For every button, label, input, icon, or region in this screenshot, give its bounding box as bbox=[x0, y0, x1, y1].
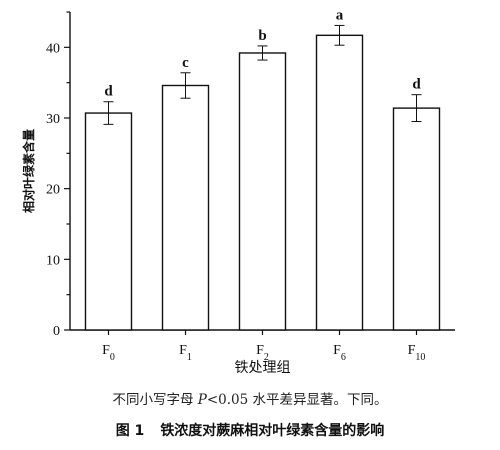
x-tick-label: F10 bbox=[408, 343, 426, 363]
x-axis-title: 铁处理组 bbox=[235, 360, 291, 376]
significance-label: d bbox=[104, 84, 113, 100]
y-tick-label: 20 bbox=[46, 183, 60, 198]
bar bbox=[238, 52, 287, 331]
significance-label: b bbox=[258, 28, 266, 44]
bar bbox=[315, 34, 364, 331]
significance-label: c bbox=[182, 55, 189, 71]
y-axis-title: 相对叶绿素含量 bbox=[21, 129, 36, 213]
figure-title: 铁浓度对蕨麻相对叶绿素含量的影响 bbox=[160, 423, 385, 439]
y-axis: 0 10 20 30 40 bbox=[46, 11, 71, 339]
figure-note: 不同小写字母 P<0.05 水平差异显著。下同。 bbox=[0, 388, 500, 408]
labels: d c b a d bbox=[104, 7, 421, 99]
bar bbox=[84, 112, 133, 331]
bar-chart: 0 10 20 30 40 F0 F1 F2 F6 F10 d c b a d 相对叶绿素含量 铁处理组 bbox=[21, 7, 455, 376]
significance-label: a bbox=[336, 7, 344, 23]
y-tick-label: 0 bbox=[53, 324, 60, 339]
bar bbox=[392, 107, 441, 331]
bars bbox=[84, 24, 441, 331]
note-suffix: <0.05 水平差异显著。下同。 bbox=[206, 392, 388, 408]
note-p-symbol: P bbox=[197, 392, 207, 408]
y-tick-label: 30 bbox=[46, 112, 60, 127]
bar bbox=[161, 84, 210, 331]
y-tick-label: 40 bbox=[46, 41, 60, 56]
x-tick-label: F6 bbox=[333, 343, 346, 363]
x-tick-label: F1 bbox=[179, 343, 192, 363]
x-tick-label: F0 bbox=[102, 343, 115, 363]
note-prefix: 不同小写字母 bbox=[112, 392, 198, 408]
figure-number: 图 1 bbox=[115, 423, 145, 439]
y-tick-label: 10 bbox=[46, 253, 60, 268]
significance-label: d bbox=[412, 77, 421, 93]
x-tick-label: F2 bbox=[256, 343, 269, 363]
x-axis: F0 F1 F2 F6 F10 bbox=[70, 329, 455, 363]
figure-caption: 图 1 铁浓度对蕨麻相对叶绿素含量的影响 bbox=[0, 420, 500, 440]
